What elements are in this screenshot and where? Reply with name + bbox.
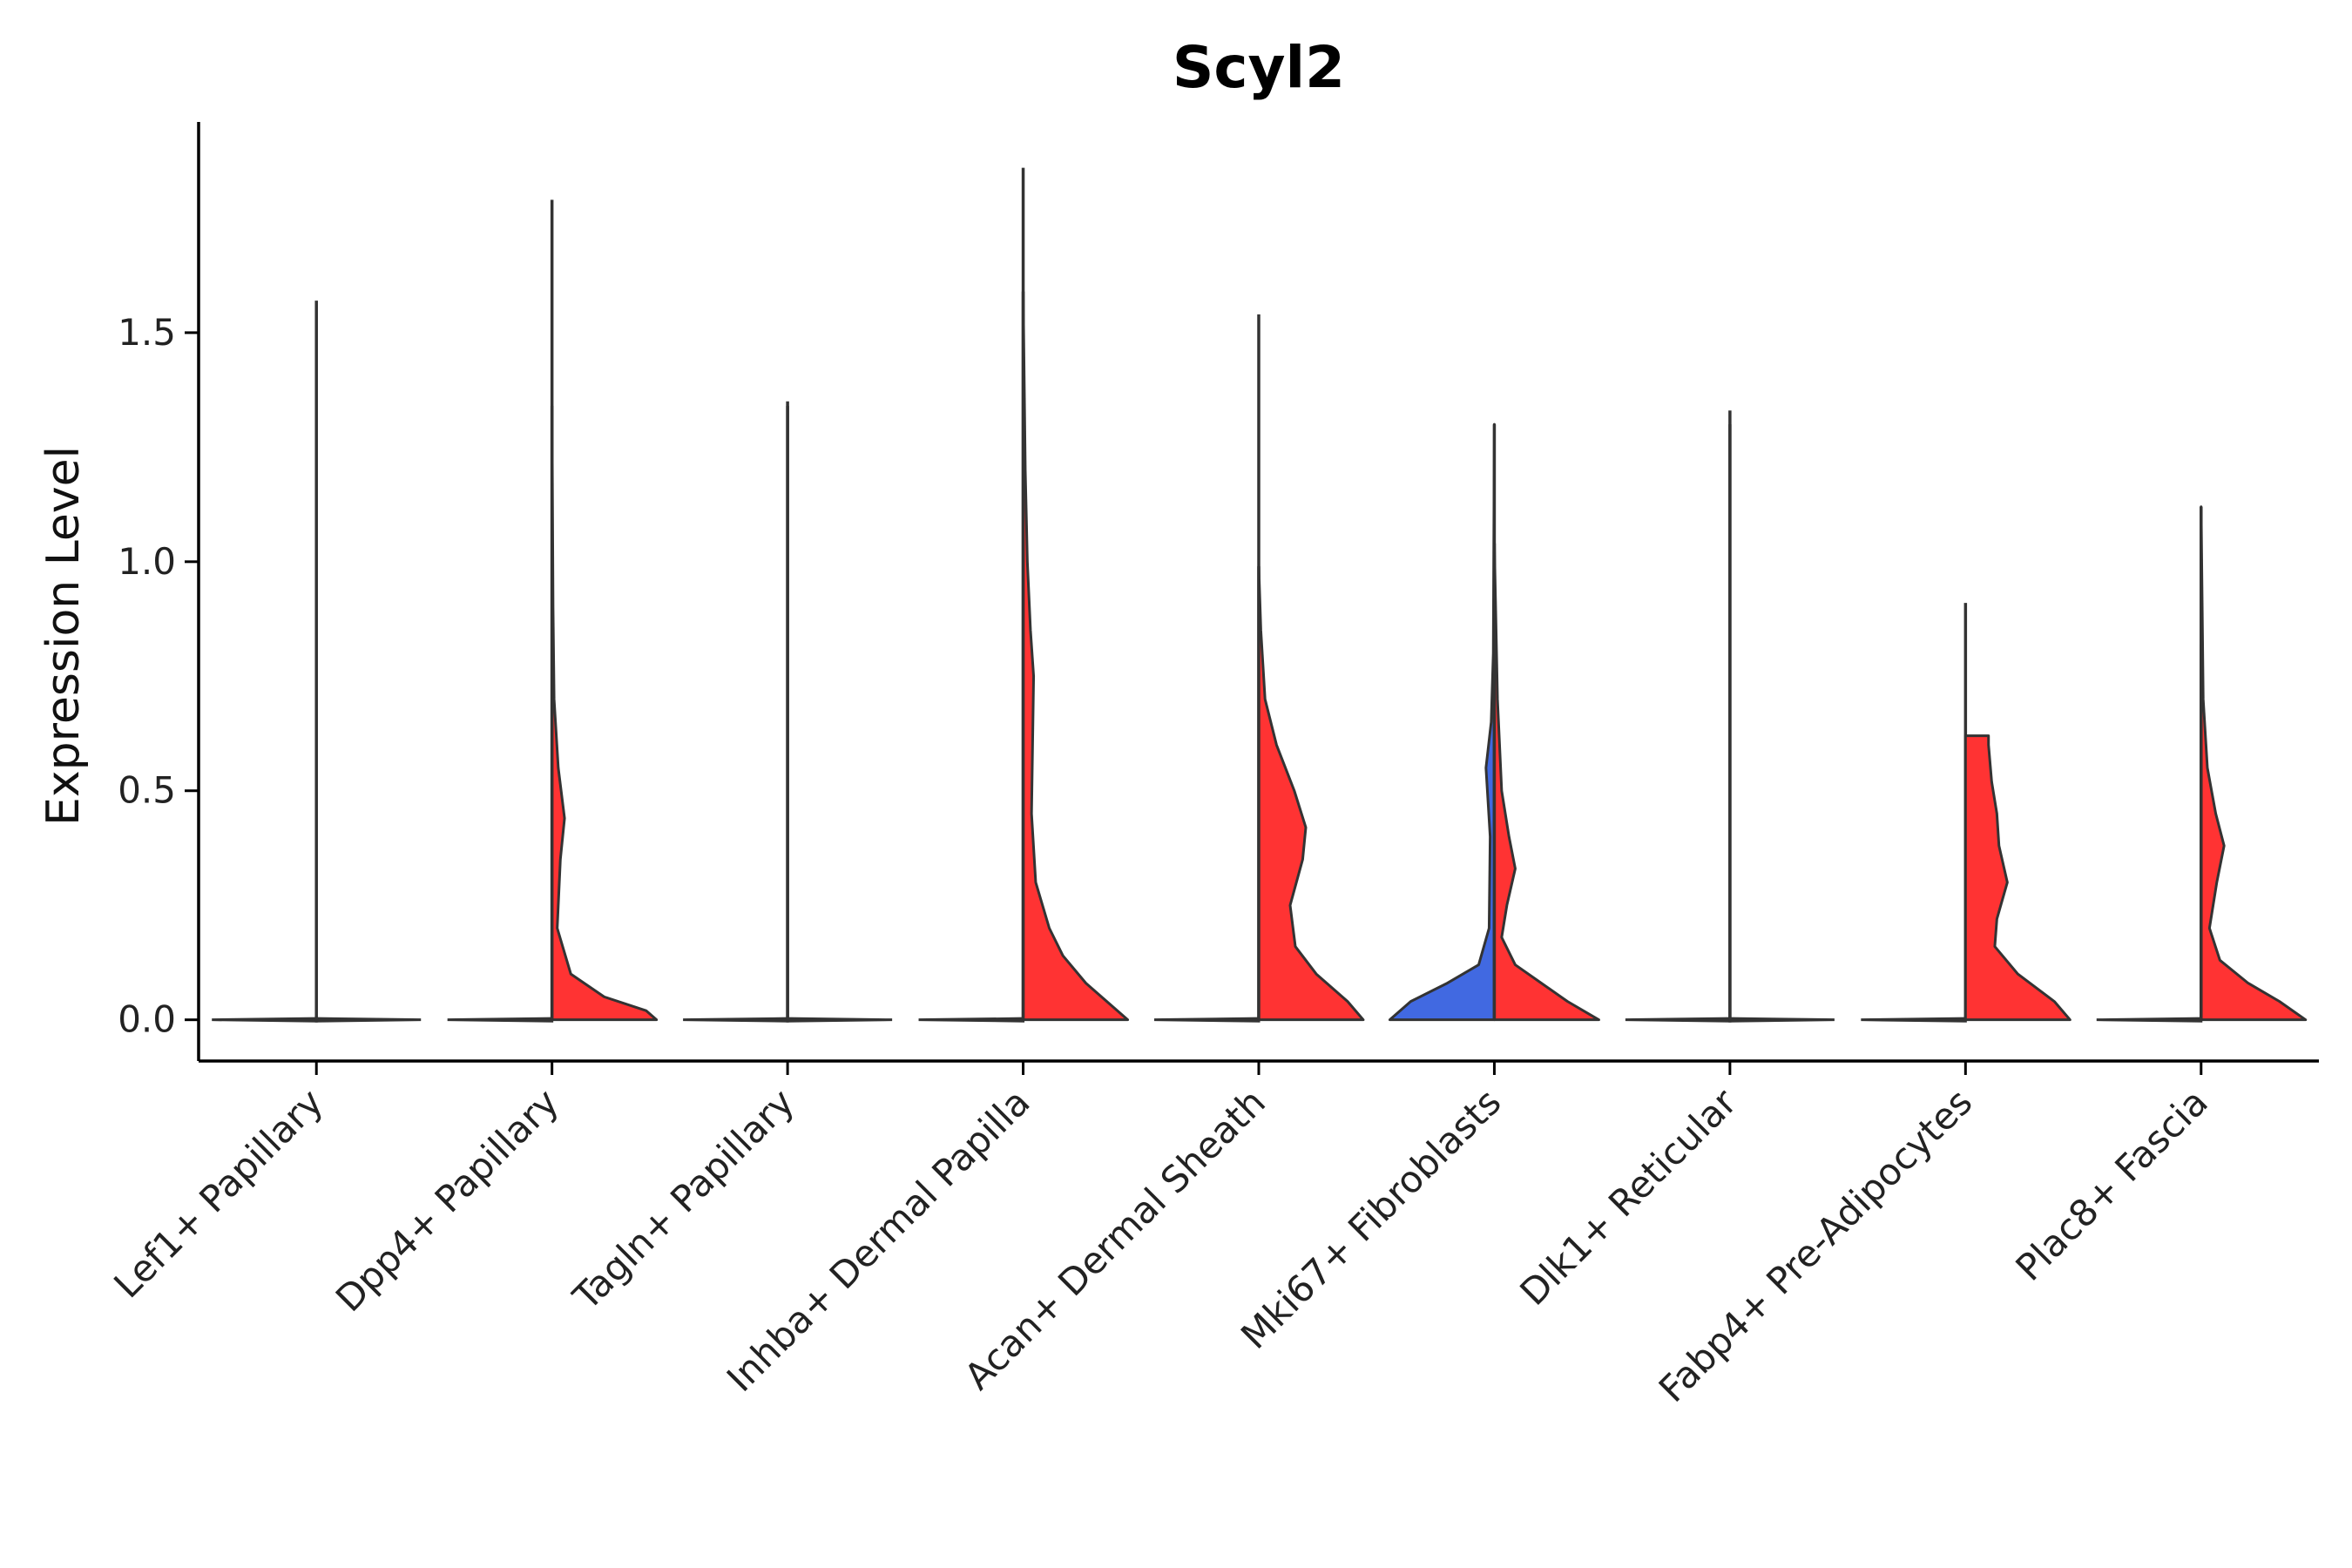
violin-half bbox=[1153, 1017, 1260, 1023]
violin-half bbox=[1022, 290, 1130, 1022]
violin-half bbox=[212, 1017, 318, 1023]
violin-half bbox=[551, 404, 659, 1022]
violin-half bbox=[786, 1017, 893, 1023]
violin-half bbox=[2200, 505, 2308, 1022]
y-axis: 0.0 0.5 1.0 1.5 bbox=[118, 122, 200, 1061]
y-tick-label: 1.5 bbox=[118, 311, 176, 354]
violin-half bbox=[2096, 1017, 2203, 1023]
x-tick-label: Plac8+ Fascia bbox=[2007, 1080, 2215, 1288]
violin-half bbox=[683, 1017, 789, 1023]
y-axis-label: Expression Level bbox=[37, 446, 90, 826]
y-tick-label: 0.0 bbox=[118, 998, 176, 1041]
violin-half bbox=[1861, 1017, 1967, 1023]
violin-half bbox=[1257, 564, 1365, 1022]
violin-half bbox=[1963, 734, 2072, 1022]
violin-group bbox=[212, 167, 2308, 1023]
y-tick-label: 0.5 bbox=[118, 769, 176, 812]
x-tick-label: Lef1+ Papillary bbox=[105, 1080, 331, 1306]
violin-half bbox=[314, 1017, 422, 1023]
violin-half bbox=[1492, 542, 1600, 1022]
violin-half bbox=[918, 1017, 1025, 1023]
x-tick-label: Mki67+ Fibroblasts bbox=[1233, 1080, 1509, 1356]
chart-title: Scyl2 bbox=[1173, 34, 1345, 101]
violin-half bbox=[1388, 422, 1496, 1022]
x-tick-label: Dpp4+ Papillary bbox=[328, 1080, 567, 1320]
y-tick-label: 1.0 bbox=[118, 540, 176, 583]
violin-half bbox=[447, 1017, 554, 1023]
violin-half bbox=[1728, 1017, 1835, 1023]
x-tick-label: Tagln+ Papillary bbox=[564, 1080, 802, 1318]
x-tick-label: Dlk1+ Reticular bbox=[1511, 1080, 1745, 1314]
violin-half bbox=[1625, 1017, 1732, 1023]
